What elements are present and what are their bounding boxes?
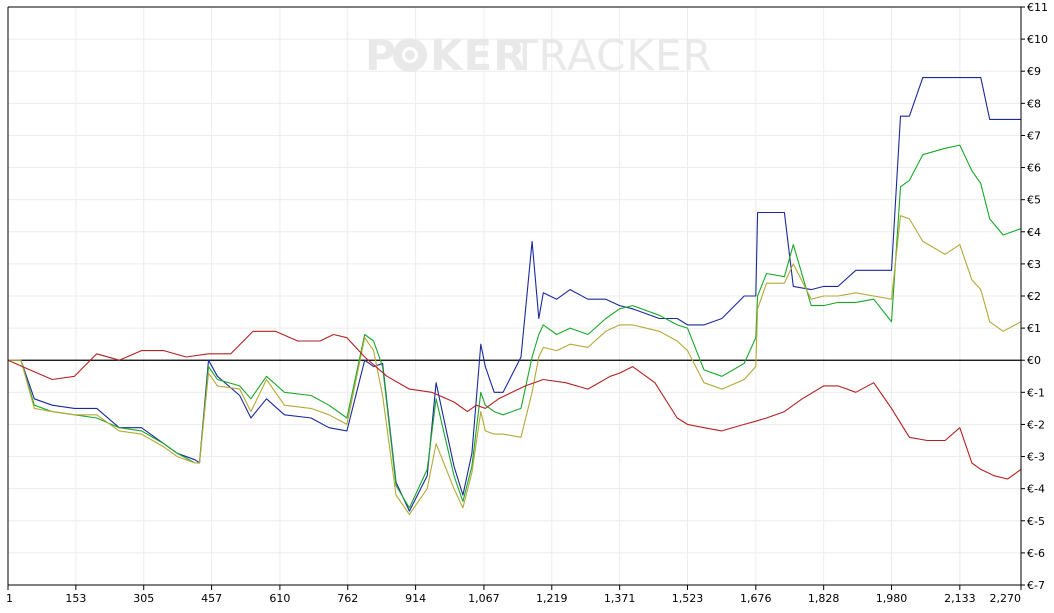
y-tick-label-11: €4 (1027, 226, 1041, 239)
x-tick-label-14: 2,133 (944, 592, 976, 605)
y-tick-label-17: €10 (1027, 33, 1048, 46)
watermark-text-light: TRACKER (511, 31, 713, 80)
y-tick-label-6: €-1 (1027, 386, 1045, 399)
watermark: P KER TRACKER (365, 31, 713, 80)
x-tick-label-10: 1,523 (672, 592, 704, 605)
x-tick-label-13: 1,980 (876, 592, 908, 605)
y-tick-label-4: €-3 (1027, 451, 1045, 464)
x-tick-label-0: 1 (6, 592, 13, 605)
watermark-text-bold: KER (430, 31, 527, 80)
x-tick-label-9: 1,371 (604, 592, 636, 605)
watermark-text-left: P (365, 31, 397, 80)
y-tick-label-3: €-4 (1027, 483, 1045, 496)
y-tick-label-15: €8 (1027, 97, 1041, 110)
x-tick-label-3: 457 (201, 592, 222, 605)
y-tick-label-5: €-2 (1027, 418, 1045, 431)
y-tick-label-9: €2 (1027, 290, 1041, 303)
series-line-2 (8, 215, 1022, 515)
x-tick-label-6: 914 (405, 592, 426, 605)
x-tick-label-15: 2,270 (990, 592, 1022, 605)
y-tick-label-8: €1 (1027, 322, 1041, 335)
y-tick-label-14: €7 (1027, 129, 1041, 142)
x-tick-label-5: 762 (337, 592, 358, 605)
y-tick-label-10: €3 (1027, 258, 1041, 271)
x-tick-label-7: 1,067 (468, 592, 500, 605)
series-line-3 (7, 330, 1022, 480)
x-tick-label-1: 153 (65, 592, 86, 605)
x-tick-label-4: 610 (269, 592, 290, 605)
x-tick-label-12: 1,828 (808, 592, 840, 605)
y-tick-label-1: €-6 (1027, 547, 1045, 560)
y-tick-label-13: €6 (1027, 162, 1041, 175)
y-tick-label-16: €9 (1027, 65, 1041, 78)
x-tick-label-2: 305 (133, 592, 154, 605)
grid-lines (7, 6, 1022, 586)
poker-chip-icon (393, 38, 427, 72)
x-axis-ticks: 1 153 305 457 610 762 914 1,067 1,219 1,371 1,523 1… (6, 585, 1022, 605)
y-axis-ticks: €-7 €-6 €-5 €-4 €-3 €-2 €-1 €0 €1 €2 €3 €4 €5 €6 €7 €8 €… (1021, 1, 1048, 592)
y-tick-label-12: €5 (1027, 194, 1041, 207)
y-tick-label-7: €0 (1027, 354, 1041, 367)
series-lines (7, 77, 1022, 515)
series-line-0 (8, 77, 1021, 512)
y-tick-label-0: €-7 (1027, 579, 1045, 592)
y-tick-label-18: €11 (1027, 1, 1048, 14)
x-tick-label-8: 1,219 (536, 592, 568, 605)
y-tick-label-2: €-5 (1027, 515, 1045, 528)
x-tick-label-11: 1,676 (740, 592, 772, 605)
